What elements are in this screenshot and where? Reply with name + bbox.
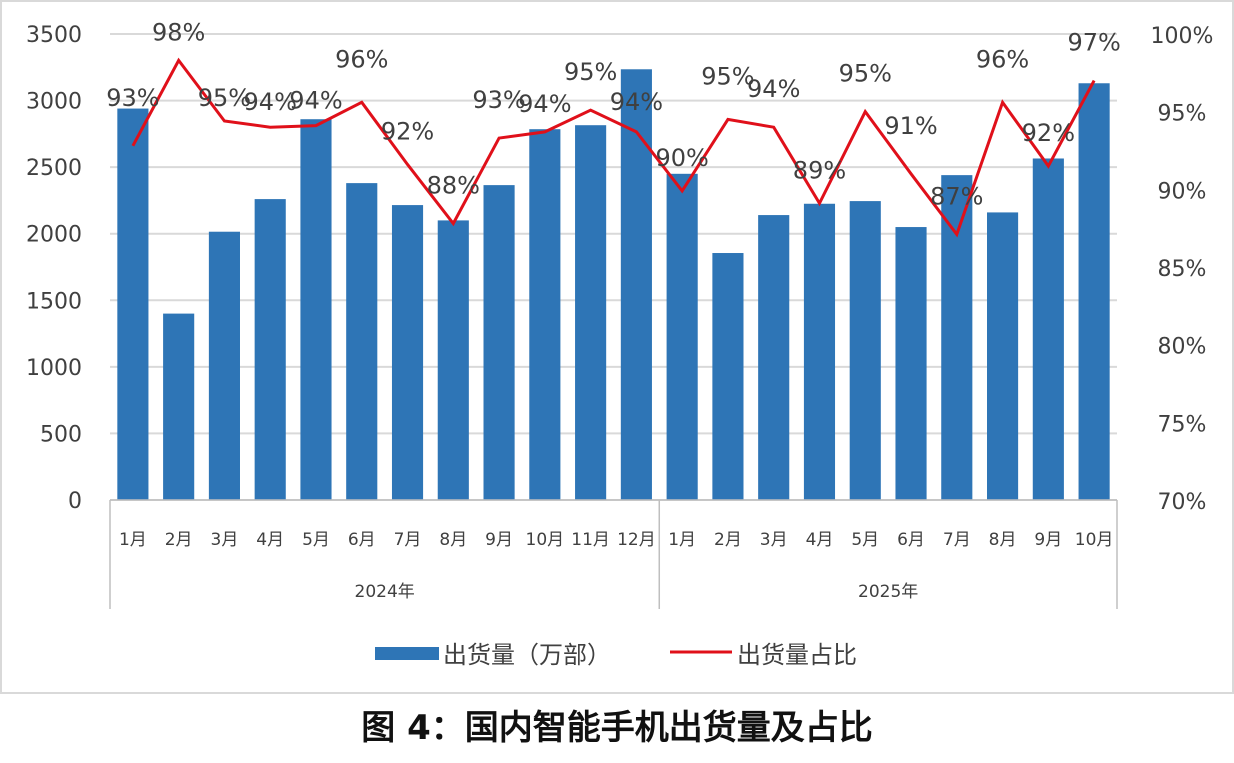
data-label: 94%	[610, 88, 663, 116]
bar	[758, 215, 790, 500]
bar	[941, 175, 973, 501]
data-label: 93%	[106, 84, 159, 112]
x-tick: 3月	[760, 530, 788, 550]
bar	[1078, 83, 1110, 501]
y-right-tick: 75%	[1158, 412, 1207, 437]
bar	[620, 69, 652, 500]
bar	[895, 227, 927, 501]
data-label: 94%	[747, 75, 800, 103]
data-label: 96%	[976, 45, 1029, 73]
x-tick: 2月	[165, 530, 193, 550]
bar	[987, 212, 1019, 500]
x-tick: 4月	[256, 530, 284, 550]
bar	[208, 231, 240, 500]
data-label: 94%	[289, 87, 342, 115]
ratio-line	[131, 57, 1096, 238]
bar	[346, 183, 378, 500]
legend-bar-label: 出货量（万部）	[443, 641, 611, 669]
y-left-tick: 500	[40, 422, 82, 447]
data-label: 95%	[198, 84, 251, 112]
bar	[666, 173, 698, 501]
x-group-label: 2024年	[355, 582, 415, 602]
x-tick: 6月	[348, 530, 376, 550]
y-right-tick: 70%	[1158, 490, 1207, 515]
y-left-tick: 3000	[26, 90, 82, 115]
data-label: 96%	[335, 45, 388, 73]
data-label: 95%	[839, 60, 892, 88]
y-right-tick: 95%	[1158, 102, 1207, 127]
x-tick: 1月	[668, 530, 696, 550]
chart-frame: 0 500 1000 1500 2000 2500 3000 3500 70% 75% 80% 85%…	[0, 0, 1234, 694]
y-left-tick: 1500	[26, 289, 82, 314]
bar	[391, 205, 424, 501]
data-label: 89%	[793, 156, 846, 184]
bar	[529, 129, 561, 500]
data-label: 95%	[701, 62, 754, 90]
y-right-tick: 90%	[1158, 179, 1207, 204]
x-tick: 3月	[211, 530, 239, 550]
bar	[254, 199, 286, 500]
x-tick: 2月	[714, 530, 742, 550]
y-left-tick: 2000	[26, 223, 82, 248]
data-label: 93%	[472, 86, 525, 114]
x-tick: 9月	[485, 530, 513, 550]
bar	[712, 253, 744, 500]
combo-chart: 0 500 1000 1500 2000 2500 3000 3500 70% 75% 80% 85%…	[26, 18, 1214, 669]
y-left-tick: 1000	[26, 356, 82, 381]
x-tick: 11月	[571, 530, 610, 550]
x-tick: 7月	[394, 530, 422, 550]
bar	[849, 201, 881, 500]
x-tick: 10月	[526, 530, 565, 550]
bar	[117, 108, 149, 500]
x-tick: 6月	[897, 530, 925, 550]
x-tick: 1月	[119, 530, 147, 550]
data-label: 97%	[1067, 29, 1120, 57]
data-label: 90%	[655, 144, 708, 172]
data-label: 92%	[1022, 119, 1075, 147]
bar	[803, 203, 836, 500]
legend-bar-swatch	[375, 647, 439, 660]
bar	[483, 185, 515, 501]
data-label: 87%	[930, 182, 983, 210]
x-tick: 4月	[806, 530, 834, 550]
x-tick: 8月	[989, 530, 1017, 550]
x-tick: 12月	[617, 530, 656, 550]
data-label: 98%	[152, 18, 205, 46]
data-label: 92%	[381, 117, 434, 145]
x-tick: 10月	[1075, 530, 1114, 550]
bar	[575, 125, 607, 501]
data-label: 95%	[564, 58, 617, 86]
legend-line-label: 出货量占比	[737, 641, 857, 669]
x-tick: 9月	[1034, 530, 1062, 550]
y-right-tick: 80%	[1158, 335, 1207, 360]
x-group-label: 2025年	[858, 582, 918, 602]
bar	[163, 313, 195, 500]
figure-caption: 图 4：国内智能手机出货量及占比	[361, 708, 873, 748]
data-label: 94%	[244, 88, 297, 116]
data-label: 88%	[427, 172, 480, 200]
bar	[437, 220, 469, 500]
data-label: 91%	[884, 112, 937, 140]
x-tick: 5月	[302, 530, 330, 550]
y-left-tick: 2500	[26, 156, 82, 181]
x-tick: 7月	[943, 530, 971, 550]
y-right-tick: 85%	[1158, 257, 1207, 282]
bar	[300, 119, 332, 500]
x-tick: 5月	[851, 530, 879, 550]
y-left-tick: 3500	[26, 23, 82, 48]
y-right-tick: 100%	[1151, 24, 1214, 49]
data-label: 94%	[518, 90, 571, 118]
y-left-tick: 0	[68, 489, 82, 514]
bar	[1032, 158, 1064, 500]
x-tick: 8月	[439, 530, 467, 550]
